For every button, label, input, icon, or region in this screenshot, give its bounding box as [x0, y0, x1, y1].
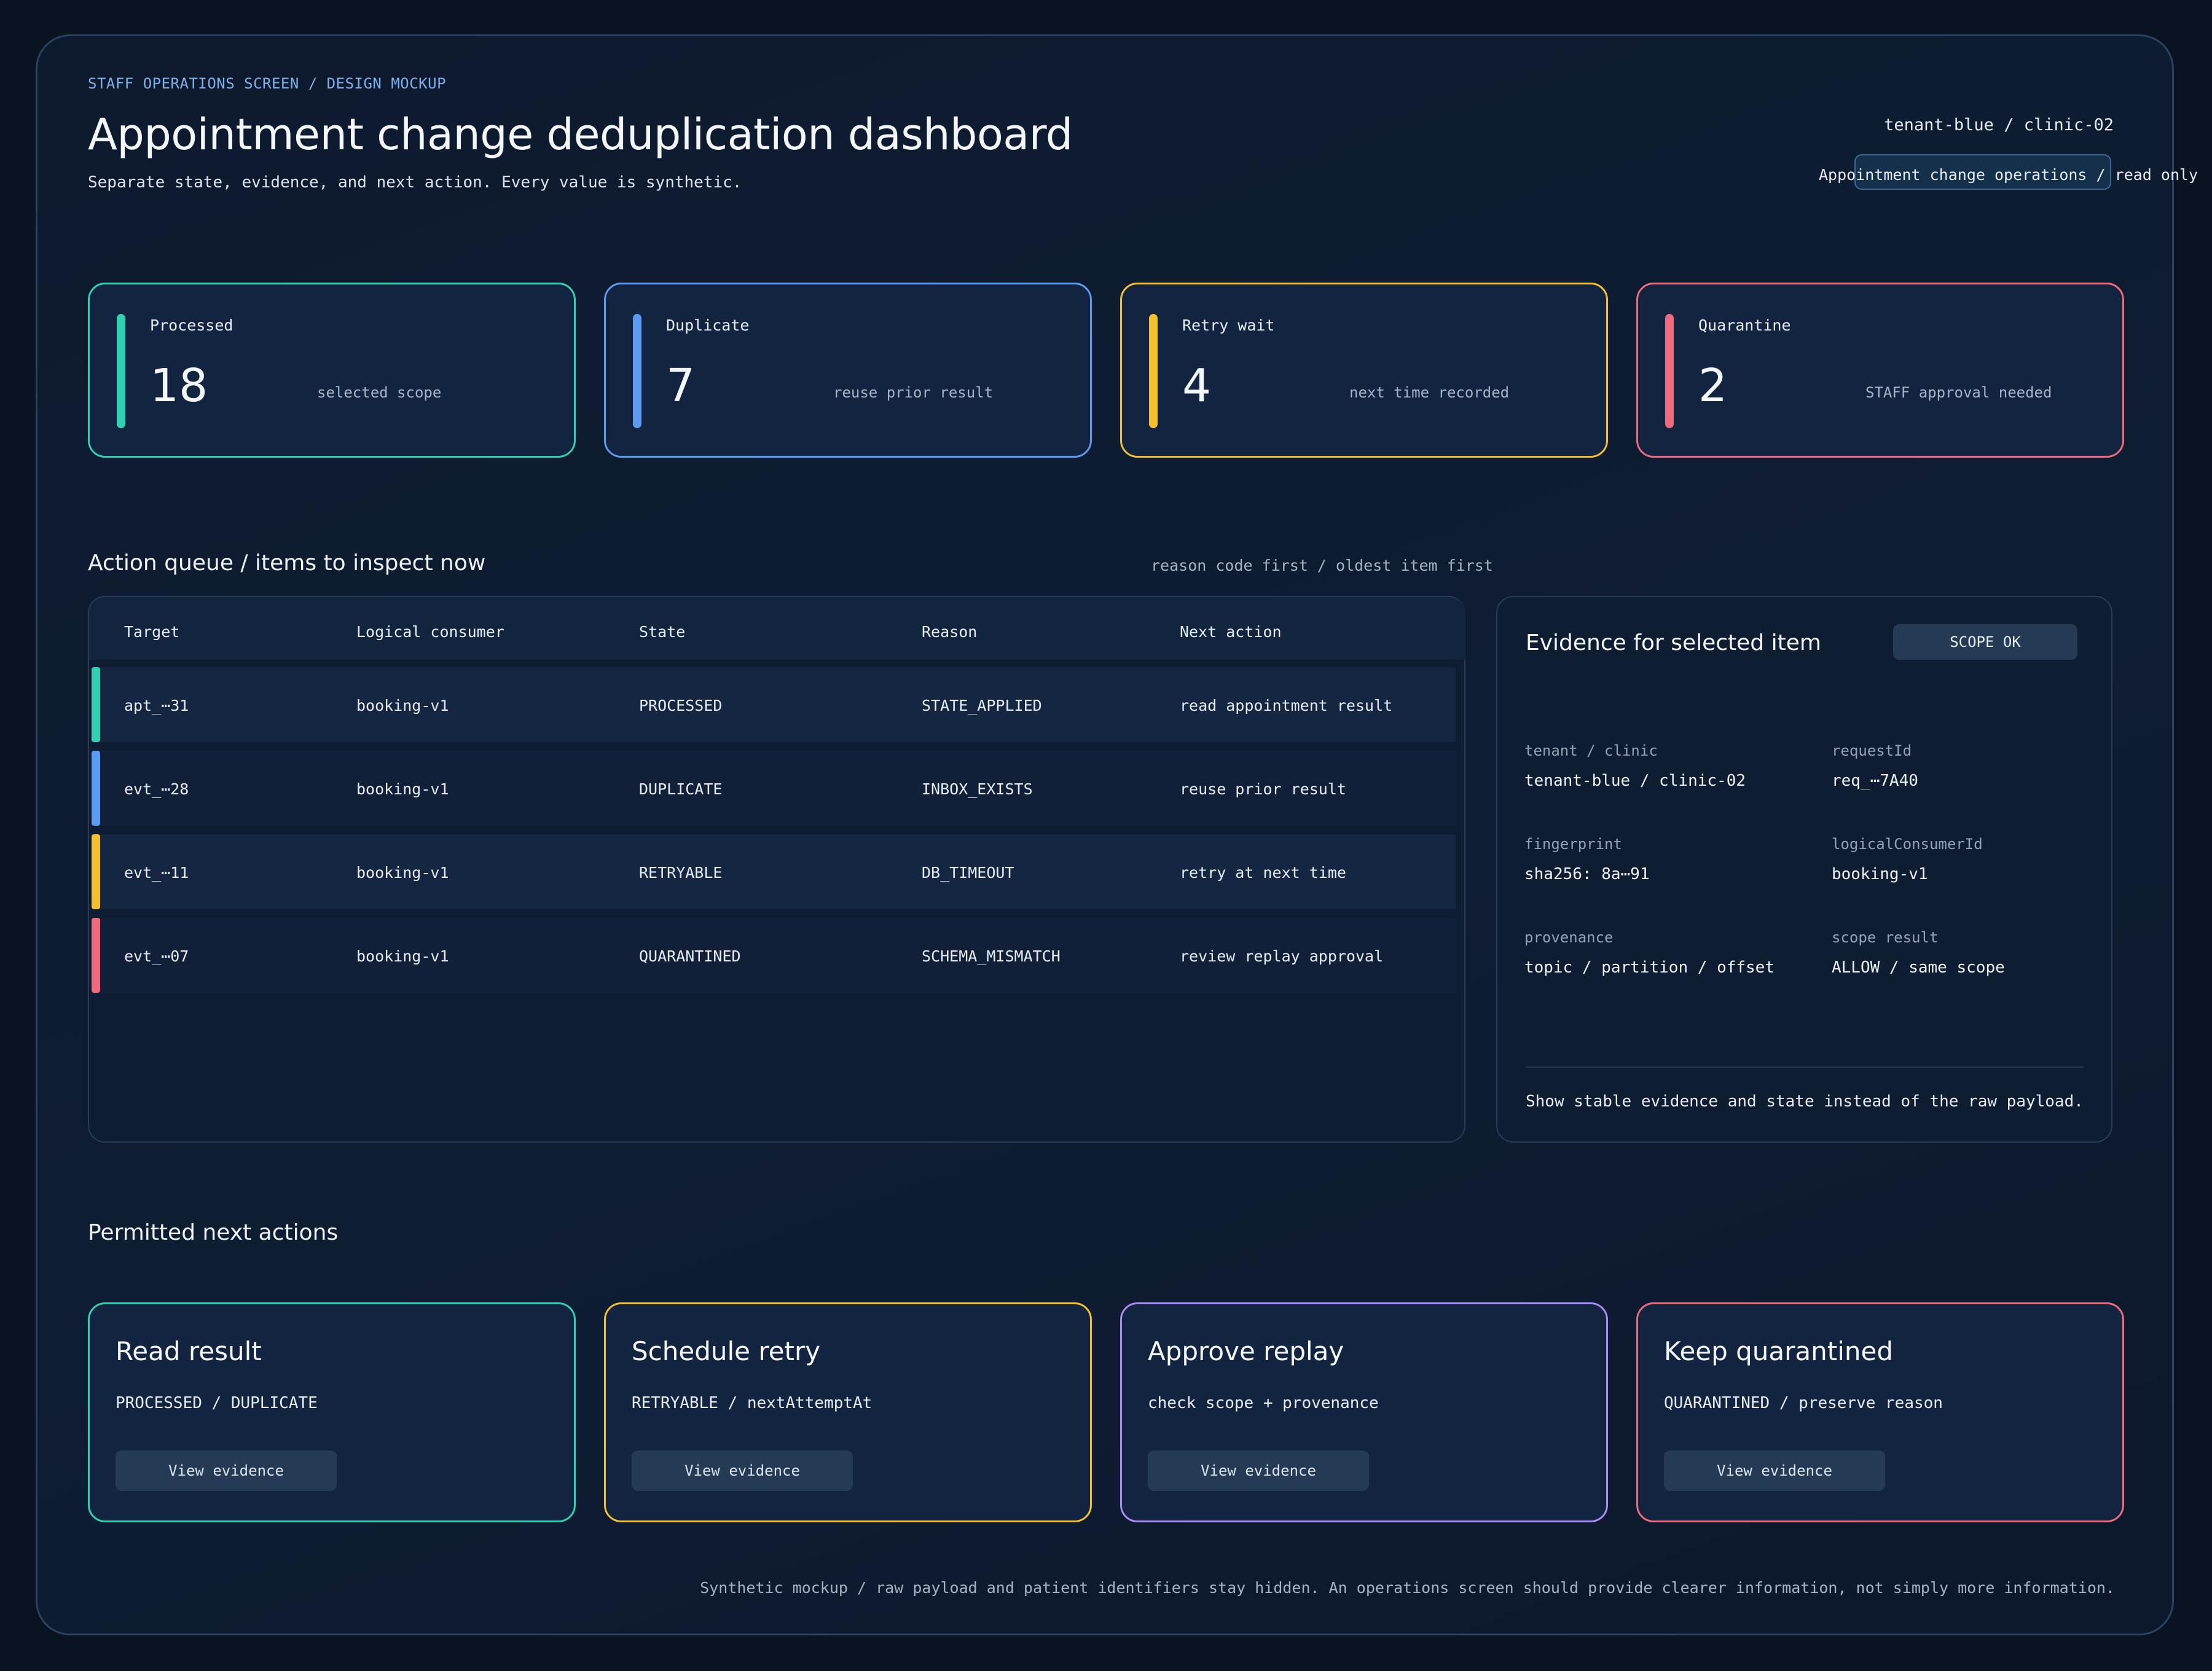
table-row[interactable]: evt_⋯28 booking-v1 DUPLICATE INBOX_EXIST…	[92, 751, 1456, 826]
table-row[interactable]: apt_⋯31 booking-v1 PROCESSED STATE_APPLI…	[92, 667, 1456, 742]
cell-consumer: booking-v1	[356, 697, 449, 714]
evidence-key: fingerprint	[1524, 836, 1622, 853]
mode-badge-label: Appointment change operations / read onl…	[1819, 166, 2198, 184]
evidence-key: tenant / clinic	[1524, 742, 1658, 759]
eyebrow-label: STAFF OPERATIONS SCREEN / DESIGN MOCKUP	[88, 75, 447, 92]
cell-next-action: retry at next time	[1180, 864, 1346, 882]
column-header-target: Target	[124, 623, 180, 641]
kpi-card-quarantine: Quarantine 2 STAFF approval needed	[1636, 283, 2124, 458]
page-title: Appointment change deduplication dashboa…	[88, 109, 1073, 160]
scope-ok-button[interactable]: SCOPE OK	[1893, 624, 2077, 660]
row-state-stripe	[92, 918, 100, 993]
tenant-label: tenant-blue / clinic-02	[1884, 115, 2114, 135]
cell-reason: SCHEMA_MISMATCH	[922, 947, 1061, 965]
kpi-accent-bar	[1665, 314, 1674, 428]
page-subtitle: Separate state, evidence, and next actio…	[88, 173, 742, 192]
footer-note: Synthetic mockup / raw payload and patie…	[700, 1579, 2115, 1597]
row-state-stripe	[92, 834, 100, 909]
kpi-label: Quarantine	[1698, 316, 1791, 334]
evidence-divider	[1526, 1066, 2084, 1068]
evidence-key: logicalConsumerId	[1832, 836, 1983, 853]
queue-title: Action queue / items to inspect now	[88, 550, 486, 576]
column-header-state: State	[639, 623, 686, 641]
action-card-approve-replay: Approve replay check scope + provenance …	[1120, 1302, 1608, 1522]
evidence-value: topic / partition / offset	[1524, 958, 1775, 977]
column-header-next-action: Next action	[1180, 623, 1282, 641]
kpi-value: 7	[666, 359, 696, 412]
kpi-label: Processed	[150, 316, 233, 334]
actions-title: Permitted next actions	[88, 1220, 339, 1245]
row-state-stripe	[92, 751, 100, 826]
view-evidence-button[interactable]: View evidence	[1664, 1450, 1885, 1491]
cell-target: evt_⋯07	[124, 947, 189, 965]
kpi-accent-bar	[633, 314, 641, 428]
column-header-logical-consumer: Logical consumer	[356, 623, 504, 641]
evidence-value: ALLOW / same scope	[1832, 958, 2005, 977]
cell-consumer: booking-v1	[356, 947, 449, 965]
cell-state: PROCESSED	[639, 697, 723, 714]
cell-state: DUPLICATE	[639, 780, 723, 798]
kpi-value: 18	[150, 359, 208, 412]
kpi-label: Retry wait	[1182, 316, 1275, 334]
cell-reason: INBOX_EXISTS	[922, 780, 1033, 798]
mode-badge	[1854, 154, 2111, 190]
kpi-note: selected scope	[317, 384, 442, 401]
action-card-title: Approve replay	[1148, 1336, 1344, 1366]
evidence-key: scope result	[1832, 929, 1939, 946]
kpi-note: next time recorded	[1349, 384, 1510, 401]
action-card-title: Keep quarantined	[1664, 1336, 1894, 1366]
cell-consumer: booking-v1	[356, 864, 449, 882]
kpi-value: 2	[1698, 359, 1728, 412]
kpi-note: reuse prior result	[833, 384, 994, 401]
action-card-desc: RETRYABLE / nextAttemptAt	[632, 1394, 873, 1412]
action-card-title: Read result	[116, 1336, 262, 1366]
cell-state: RETRYABLE	[639, 864, 723, 882]
action-card-schedule-retry: Schedule retry RETRYABLE / nextAttemptAt…	[604, 1302, 1092, 1522]
action-card-desc: check scope + provenance	[1148, 1394, 1379, 1412]
evidence-value: sha256: 8a⋯91	[1524, 865, 1650, 883]
cell-reason: STATE_APPLIED	[922, 697, 1042, 714]
table-row[interactable]: evt_⋯07 booking-v1 QUARANTINED SCHEMA_MI…	[92, 918, 1456, 993]
column-header-reason: Reason	[922, 623, 978, 641]
cell-target: evt_⋯28	[124, 780, 189, 798]
kpi-card-duplicate: Duplicate 7 reuse prior result	[604, 283, 1092, 458]
cell-consumer: booking-v1	[356, 780, 449, 798]
evidence-title: Evidence for selected item	[1526, 630, 1821, 655]
evidence-key: requestId	[1832, 742, 1912, 759]
action-card-keep-quarantined: Keep quarantined QUARANTINED / preserve …	[1636, 1302, 2124, 1522]
view-evidence-button[interactable]: View evidence	[1148, 1450, 1369, 1491]
kpi-accent-bar	[117, 314, 125, 428]
cell-target: apt_⋯31	[124, 697, 189, 714]
row-state-stripe	[92, 667, 100, 742]
evidence-value: tenant-blue / clinic-02	[1524, 772, 1746, 790]
action-card-title: Schedule retry	[632, 1336, 821, 1366]
table-header: Target Logical consumer State Reason Nex…	[89, 597, 1465, 660]
table-row[interactable]: evt_⋯11 booking-v1 RETRYABLE DB_TIMEOUT …	[92, 834, 1456, 909]
evidence-panel: Evidence for selected item SCOPE OK tena…	[1496, 596, 2112, 1143]
cell-target: evt_⋯11	[124, 864, 189, 882]
evidence-value: req_⋯7A40	[1832, 772, 1918, 790]
action-card-desc: PROCESSED / DUPLICATE	[116, 1394, 318, 1412]
action-card-desc: QUARANTINED / preserve reason	[1664, 1394, 1943, 1412]
view-evidence-button[interactable]: View evidence	[632, 1450, 853, 1491]
action-card-read-result: Read result PROCESSED / DUPLICATE View e…	[88, 1302, 576, 1522]
kpi-label: Duplicate	[666, 316, 750, 334]
queue-sort-hint: reason code first / oldest item first	[1151, 557, 1493, 574]
evidence-value: booking-v1	[1832, 865, 1928, 883]
cell-state: QUARANTINED	[639, 947, 741, 965]
cell-next-action: read appointment result	[1180, 697, 1393, 714]
evidence-note: Show stable evidence and state instead o…	[1526, 1092, 2084, 1111]
kpi-accent-bar	[1149, 314, 1158, 428]
kpi-card-processed: Processed 18 selected scope	[88, 283, 576, 458]
cell-next-action: review replay approval	[1180, 947, 1384, 965]
kpi-note: STAFF approval needed	[1865, 384, 2052, 401]
evidence-key: provenance	[1524, 929, 1614, 946]
cell-reason: DB_TIMEOUT	[922, 864, 1014, 882]
action-queue-table: Target Logical consumer State Reason Nex…	[88, 596, 1465, 1143]
kpi-value: 4	[1182, 359, 1212, 412]
view-evidence-button[interactable]: View evidence	[116, 1450, 337, 1491]
cell-next-action: reuse prior result	[1180, 780, 1346, 798]
kpi-card-retry-wait: Retry wait 4 next time recorded	[1120, 283, 1608, 458]
